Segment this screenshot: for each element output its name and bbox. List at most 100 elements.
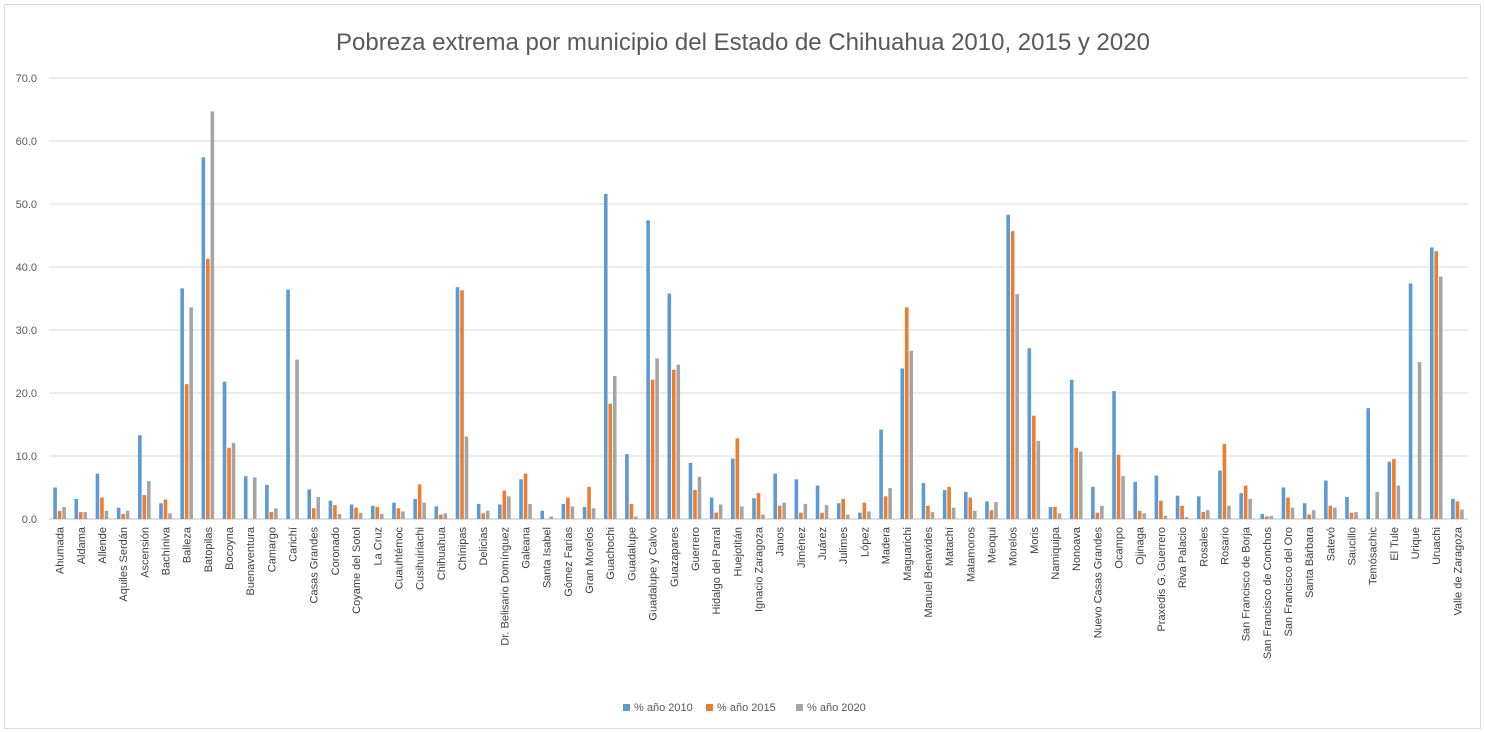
bar (1015, 294, 1019, 519)
bar (752, 498, 756, 519)
gridlines (49, 77, 1468, 520)
x-category-label: Maguarichi (902, 527, 914, 581)
x-category-label: Riva Palacio (1177, 527, 1189, 588)
x-category-label: Huejotitán (732, 527, 744, 577)
bar (354, 507, 358, 519)
bar (714, 512, 718, 519)
bar (1354, 512, 1358, 519)
bar (904, 307, 909, 519)
bar (777, 505, 782, 519)
x-category-label: Ahumada (55, 526, 67, 574)
bar (443, 513, 448, 519)
bar (1196, 496, 1201, 519)
bar (570, 506, 575, 519)
x-category-label: Matamoros (965, 527, 977, 583)
x-axis-categories: Ahumada Aldama Allende Aquiles Serdán Ascens… (55, 526, 1465, 659)
x-category-label: Madera (881, 526, 893, 564)
bar (1121, 476, 1125, 519)
bar (930, 512, 935, 519)
bar (867, 511, 871, 519)
bar (1184, 517, 1189, 519)
bar (1036, 440, 1041, 519)
bar (688, 462, 693, 519)
y-axis-ticks: 0.0 10.0 20.0 30.0 40.0 50.0 60.0 70.0 (16, 73, 37, 526)
bar (375, 507, 380, 519)
y-tick-label: 30.0 (16, 325, 37, 337)
x-category-label: Guerrero (690, 527, 702, 571)
x-category-label: Ojinaga (1135, 526, 1147, 565)
bar (1078, 451, 1083, 519)
bar (1163, 515, 1168, 519)
bar (62, 507, 66, 519)
bar (1375, 491, 1379, 519)
bar (756, 493, 761, 519)
bar (1438, 276, 1443, 519)
chart-frame: Pobreza extrema por municipio del Estado… (4, 4, 1481, 729)
bar (761, 514, 765, 519)
bar (1159, 500, 1163, 519)
x-category-label: San Francisco de Conchos (1262, 527, 1274, 660)
x-category-label: Nonoava (1071, 526, 1083, 571)
bar (358, 512, 363, 519)
x-category-label: Guachochi (605, 527, 617, 580)
bar (1408, 283, 1413, 519)
bar (1366, 408, 1370, 519)
bar (587, 486, 591, 519)
x-category-label: Rosario (1219, 527, 1231, 565)
bar (942, 490, 947, 519)
x-category-label: Galeana (521, 526, 533, 568)
bar (667, 293, 672, 519)
bar (337, 513, 342, 519)
bar (502, 490, 507, 519)
bar (498, 504, 502, 519)
x-category-label: Cuauhtémoc (393, 527, 405, 590)
bar (138, 435, 142, 519)
bar (206, 258, 210, 519)
bar (1387, 461, 1392, 519)
bar (1137, 510, 1142, 519)
bar (507, 496, 511, 519)
bar (523, 473, 528, 519)
bar (1100, 505, 1104, 519)
x-category-label: Coyame del Sotol (351, 527, 363, 614)
bar (1429, 247, 1434, 519)
bar (676, 364, 681, 519)
bar (625, 454, 629, 519)
bar (180, 288, 184, 519)
bar (413, 498, 417, 519)
bar (460, 290, 464, 519)
bar (968, 497, 973, 519)
bar (1302, 503, 1307, 519)
bar (824, 505, 829, 519)
bar (125, 510, 130, 519)
bar (417, 484, 422, 519)
y-tick-label: 20.0 (16, 388, 37, 400)
bar (718, 504, 723, 519)
bar (1248, 498, 1252, 519)
bar (476, 503, 481, 519)
bar (1345, 496, 1349, 519)
bar (947, 486, 951, 519)
bar (709, 497, 714, 519)
bar (1269, 515, 1274, 519)
y-tick-label: 0.0 (22, 514, 37, 526)
bar (1091, 486, 1095, 519)
bar (1434, 251, 1439, 519)
x-category-label: Hidalgo del Parral (711, 527, 723, 614)
bar (603, 193, 608, 520)
bar (1239, 493, 1243, 519)
x-category-label: Gómez Farías (563, 527, 575, 597)
bar (549, 516, 554, 519)
bar (519, 479, 523, 519)
x-category-label: La Cruz (372, 527, 384, 566)
x-category-label: Guazapares (669, 527, 681, 587)
legend-swatch (796, 704, 803, 711)
x-category-label: Aquiles Serdán (118, 527, 130, 602)
x-category-label: Batopilas (203, 527, 215, 573)
bar (295, 359, 299, 519)
x-category-label: Julimes (838, 527, 850, 565)
x-category-label: Chínipas (457, 527, 469, 571)
x-category-label: López (859, 527, 871, 557)
bar (1349, 512, 1354, 519)
bar (1116, 454, 1121, 519)
